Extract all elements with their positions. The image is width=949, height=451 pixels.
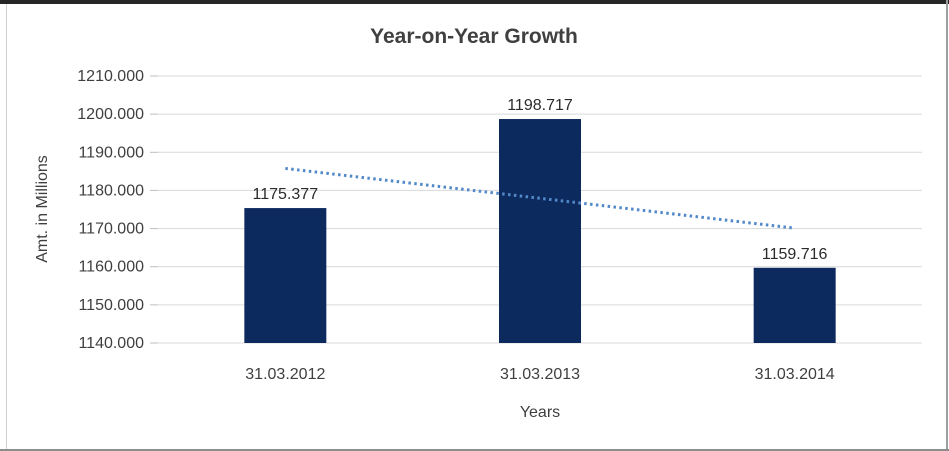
bar-series bbox=[244, 119, 836, 343]
x-tick-label: 31.03.2013 bbox=[500, 366, 580, 383]
y-axis-title: Amt. in Millions bbox=[34, 155, 51, 263]
bar bbox=[244, 208, 327, 343]
frame-border-right bbox=[946, 0, 948, 451]
y-tick-label: 1170.000 bbox=[78, 221, 144, 238]
bar-value-labels: 1175.377 1198.717 1159.716 bbox=[253, 97, 828, 263]
frame-border-top bbox=[0, 0, 949, 4]
y-tick-labels: 1140.000 1150.000 1160.000 1170.000 1180.000… bbox=[77, 68, 144, 352]
y-axis-ticks bbox=[150, 75, 158, 344]
frame-border-bottom bbox=[0, 449, 949, 451]
bar-value-label: 1175.377 bbox=[253, 186, 319, 203]
x-tick-labels: 31.03.2012 31.03.2013 31.03.2014 bbox=[245, 366, 835, 383]
bar-value-label: 1198.717 bbox=[507, 97, 573, 114]
x-tick-label: 31.03.2014 bbox=[755, 366, 835, 383]
frame-border-left bbox=[6, 4, 7, 449]
x-axis-title: Years bbox=[520, 404, 560, 421]
y-tick-label: 1160.000 bbox=[78, 259, 144, 276]
y-tick-label: 1210.000 bbox=[77, 68, 144, 85]
bar-value-label: 1159.716 bbox=[762, 246, 828, 263]
bar bbox=[499, 119, 581, 343]
y-tick-label: 1190.000 bbox=[78, 144, 144, 161]
y-tick-label: 1200.000 bbox=[77, 106, 144, 123]
bar bbox=[753, 267, 836, 343]
chart-title: Year-on-Year Growth bbox=[370, 25, 578, 48]
y-tick-label: 1150.000 bbox=[78, 297, 144, 314]
y-tick-label: 1140.000 bbox=[78, 335, 144, 352]
y-tick-label: 1180.000 bbox=[78, 182, 144, 199]
x-tick-label: 31.03.2012 bbox=[245, 366, 325, 383]
